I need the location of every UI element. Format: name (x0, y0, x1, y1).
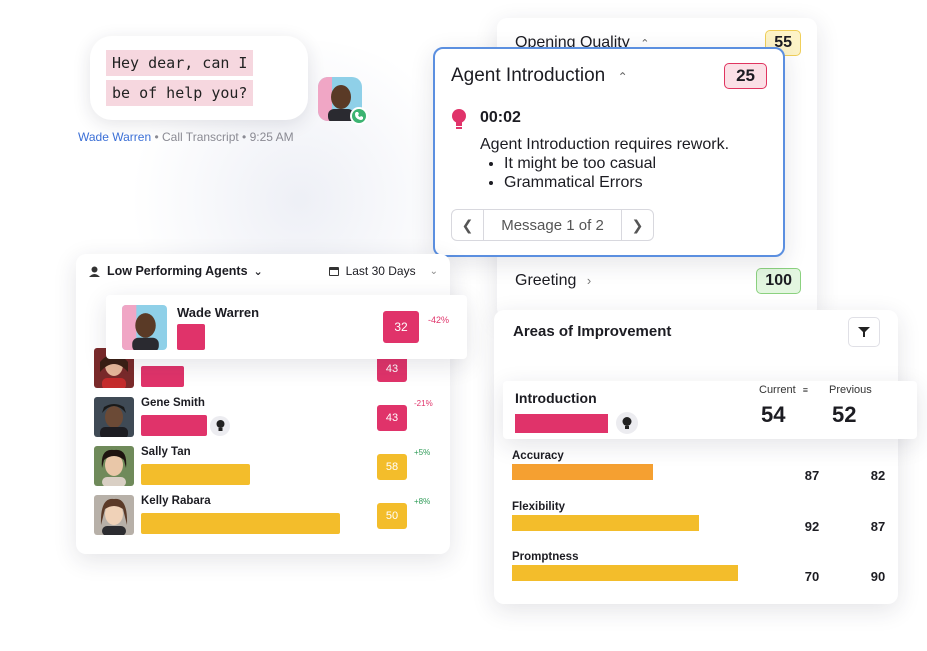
metric-label: Accuracy (512, 450, 564, 462)
agent-score: 43 (377, 405, 407, 431)
metric-label: Promptness (512, 551, 579, 563)
chevron-down-icon: ⌄ (253, 265, 263, 278)
highlighted-agent-delta: -42% (428, 315, 450, 325)
caller-name-link[interactable]: Wade Warren (78, 130, 152, 144)
intro-feedback: Agent Introduction requires rework. It m… (480, 135, 729, 192)
agent-row[interactable]: Gene Smith 43 -21% (94, 397, 434, 439)
highlighted-metric-label: Introduction (515, 390, 597, 406)
calendar-icon (328, 267, 339, 276)
low-performing-title: Low Performing Agents (107, 264, 248, 278)
areas-of-improvement-card: Areas of Improvement Accuracy 87 82 Flex… (494, 310, 898, 604)
agent-icon (89, 266, 100, 277)
highlighted-agent-card[interactable]: Wade Warren 32 -42% (106, 295, 467, 359)
metric-current: 87 (804, 468, 820, 483)
greeting-score: 100 (756, 268, 801, 294)
agent-name: Sally Tan (141, 446, 191, 458)
filter-icon (858, 327, 870, 337)
highlighted-agent-bar (177, 324, 205, 350)
sort-icon: ≡ (802, 385, 809, 395)
next-message-button[interactable]: ❯ (631, 216, 644, 233)
low-performing-dropdown[interactable]: Low Performing Agents ⌄ (88, 264, 263, 278)
message-pager: ❮ Message 1 of 2 ❯ (451, 209, 654, 241)
agent-score-bar (141, 513, 340, 534)
phone-icon (350, 107, 368, 125)
agent-row[interactable]: Sally Tan 58 +5% (94, 446, 434, 488)
metric-row[interactable]: Flexibility 92 87 (512, 501, 885, 541)
agent-score: 58 (377, 454, 407, 480)
intro-summary: Agent Introduction requires rework. (480, 136, 730, 153)
agent-delta: -21% (414, 399, 433, 408)
chevron-up-icon: ⌃ (640, 38, 650, 50)
metric-bar (512, 464, 653, 480)
pager-label: Message 1 of 2 (483, 210, 622, 240)
intro-timestamp: 00:02 (480, 109, 521, 126)
filter-button[interactable] (848, 317, 880, 347)
current-column-header[interactable]: Current ≡ (759, 384, 808, 396)
highlighted-metric-card[interactable]: Introduction Current ≡ Previous 54 52 (503, 381, 917, 439)
transcript-meta-text: • Call Transcript • 9:25 AM (154, 130, 294, 144)
agent-introduction-card: Agent Introduction ⌃ 25 00:02 Agent Intr… (433, 47, 785, 257)
intro-title: Agent Introduction (451, 65, 606, 86)
prev-message-button[interactable]: ❮ (461, 216, 474, 233)
agent-avatar (94, 495, 134, 535)
agent-score-bar (141, 464, 250, 485)
current-label: Current (759, 384, 796, 396)
highlighted-metric-current: 54 (761, 402, 786, 427)
agent-delta: +8% (414, 497, 431, 506)
metric-label: Flexibility (512, 501, 566, 513)
date-range-label: Last 30 Days (345, 264, 416, 278)
chat-line-1: Hey dear, can I (106, 50, 254, 76)
lightbulb-icon[interactable] (210, 416, 230, 436)
lightbulb-icon (452, 109, 466, 129)
chat-line-2: be of help you? (106, 80, 254, 106)
intro-bullet: Grammatical Errors (504, 173, 729, 192)
lightbulb-icon[interactable] (616, 412, 638, 434)
agent-score-bar (141, 415, 207, 436)
intro-bullet: It might be too casual (504, 154, 729, 173)
metric-bar (512, 515, 699, 531)
opening-quality-row[interactable]: Opening Quality ⌃ 55 (515, 30, 801, 56)
metric-previous: 90 (870, 569, 886, 584)
metric-row[interactable]: Accuracy 87 82 (512, 450, 885, 490)
transcript-meta: Wade Warren • Call Transcript • 9:25 AM (78, 130, 294, 144)
agent-avatar (94, 446, 134, 486)
highlighted-agent-score: 32 (383, 311, 419, 343)
agent-avatar (94, 397, 134, 437)
metric-bar (512, 565, 738, 581)
agent-name: Gene Smith (141, 397, 205, 409)
opening-quality-label: Opening Quality (515, 34, 630, 51)
metric-row[interactable]: Promptness 70 90 (512, 551, 885, 591)
date-range-dropdown[interactable]: Last 30 Days ⌄ (328, 264, 438, 278)
agent-avatar (122, 305, 167, 350)
opening-quality-score: 55 (765, 30, 801, 56)
highlighted-metric-bar (515, 414, 608, 433)
agent-row[interactable]: Kelly Rabara 50 +8% (94, 495, 434, 537)
metric-current: 92 (804, 519, 820, 534)
agent-score-bar (141, 366, 184, 387)
chat-bubble: Hey dear, can I be of help you? (90, 36, 308, 120)
metric-current: 70 (804, 569, 820, 584)
greeting-row[interactable]: Greeting › 100 (515, 268, 801, 294)
chevron-up-icon[interactable]: ⌃ (617, 70, 628, 84)
metric-previous: 82 (870, 468, 886, 483)
highlighted-metric-previous: 52 (832, 402, 857, 427)
agent-delta: +5% (414, 448, 431, 457)
agent-score: 50 (377, 503, 407, 529)
chevron-down-icon: ⌄ (429, 265, 438, 277)
chevron-right-icon: › (586, 273, 592, 288)
intro-score-badge: 25 (724, 63, 767, 89)
metric-previous: 87 (870, 519, 886, 534)
agent-name: Kelly Rabara (141, 495, 211, 507)
highlighted-agent-name: Wade Warren (177, 305, 260, 320)
greeting-label: Greeting (515, 272, 577, 289)
areas-title: Areas of Improvement (513, 323, 672, 340)
agent-score: 43 (377, 356, 407, 382)
caller-avatar (318, 77, 362, 121)
previous-column-header: Previous (829, 384, 872, 396)
